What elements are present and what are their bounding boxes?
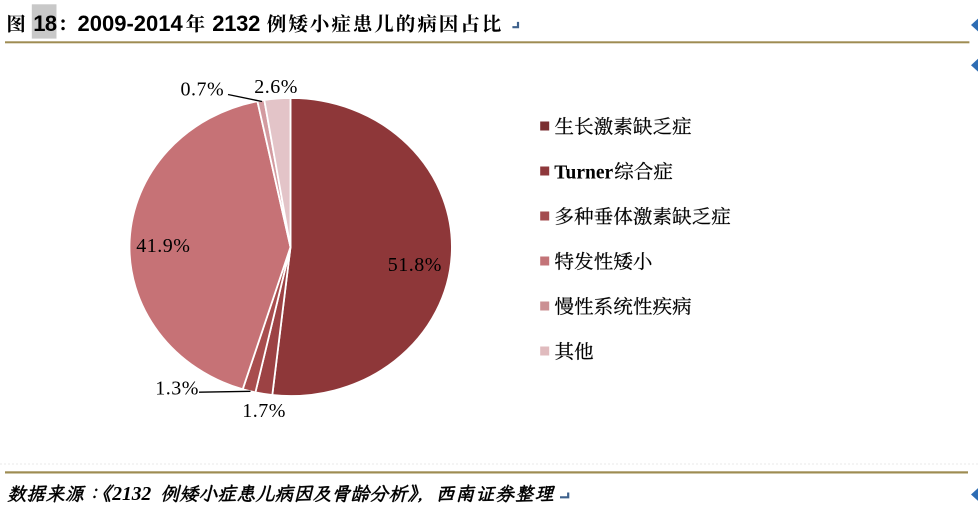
svg-text:2132: 2132 (212, 11, 260, 36)
svg-text:0.7%: 0.7% (181, 78, 225, 100)
svg-text:1.7%: 1.7% (242, 400, 286, 422)
svg-text:1.3%: 1.3% (155, 378, 199, 400)
svg-text:2.6%: 2.6% (254, 76, 298, 98)
svg-text:41.9%: 41.9% (136, 235, 190, 257)
svg-text:51.8%: 51.8% (388, 254, 442, 276)
svg-text:Turner: Turner (554, 162, 613, 183)
svg-text:2132: 2132 (111, 484, 151, 505)
svg-text:18: 18 (33, 11, 57, 36)
svg-text:2009-2014: 2009-2014 (78, 11, 184, 36)
